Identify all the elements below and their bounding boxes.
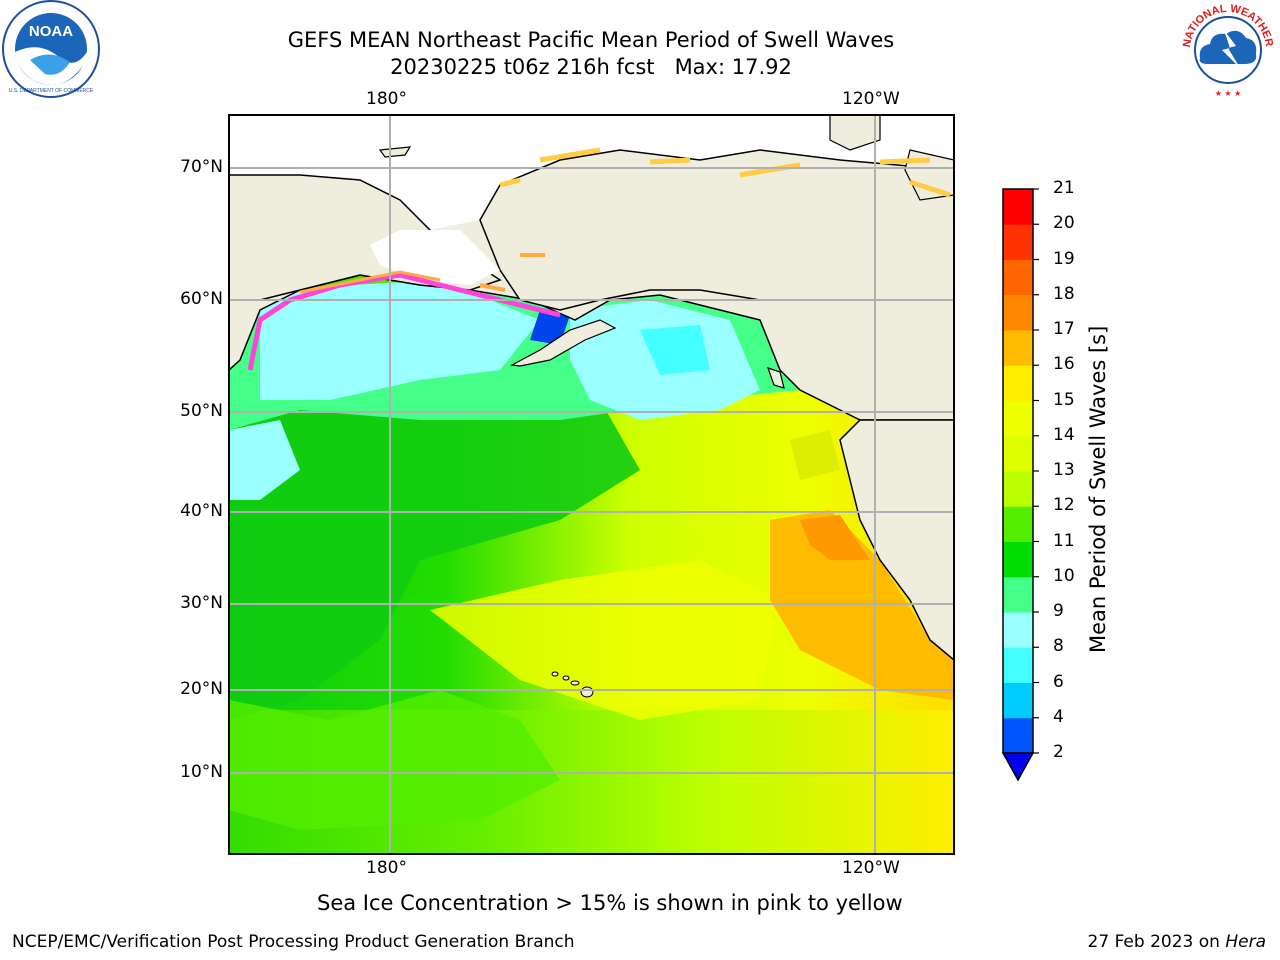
colorbar-tick-label: 20 [1053, 213, 1075, 234]
colorbar-tick-label: 14 [1053, 424, 1075, 445]
lat-label-30n: 30°N [180, 593, 223, 613]
colorbar-tick-label: 6 [1053, 671, 1064, 692]
alaska-peninsula [510, 319, 617, 367]
colorbar-extend-triangle [1001, 752, 1035, 782]
colorbar-band [1003, 189, 1033, 225]
swell-region-cyan-west [260, 280, 540, 400]
colorbar-band [1003, 365, 1033, 401]
lat-label-70n: 70°N [180, 157, 223, 177]
lat-label-10n: 10°N [180, 762, 223, 782]
colorbar-band [1003, 541, 1033, 578]
colorbar-band [1003, 682, 1033, 719]
lon-label-top-120w: 120°W [842, 89, 900, 109]
colorbar-band [1003, 647, 1033, 683]
colorbar-tick-label: 10 [1053, 565, 1075, 586]
lat-label-20n: 20°N [180, 679, 223, 699]
land-us-west [839, 419, 954, 661]
arctic-ocean [229, 115, 954, 230]
colorbar-tick-label: 2 [1053, 742, 1064, 762]
map-field [229, 115, 954, 854]
colorbar-band [1003, 576, 1033, 613]
colorbar-tick-label: 17 [1053, 319, 1075, 339]
lon-label-bottom-180: 180° [366, 858, 407, 878]
footer-date-text: 27 Feb 2023 on [1087, 932, 1226, 952]
footer-date: 27 Feb 2023 on Hera [1088, 932, 1266, 952]
chart-subtitle: 20230225 t06z 216h fcst Max: 17.92 [390, 55, 792, 79]
svg-text:★ ★ ★: ★ ★ ★ [1215, 89, 1242, 98]
colorbar-band [1003, 612, 1033, 648]
colorbar-band [1003, 471, 1033, 507]
colorbar-tick-label: 21 [1053, 178, 1075, 198]
colorbar-tick-label: 18 [1053, 283, 1075, 304]
colorbar-tick-label: 19 [1053, 248, 1075, 269]
lon-label-top-180: 180° [366, 89, 407, 109]
colorbar-tick-label: 13 [1053, 460, 1075, 480]
colorbar-band [1003, 435, 1033, 472]
footer-credit: NCEP/EMC/Verification Post Processing Pr… [12, 932, 575, 952]
lat-label-40n: 40°N [180, 501, 223, 521]
footer-host: Hera [1225, 932, 1266, 952]
colorbar-tick-label: 11 [1053, 530, 1075, 551]
colorbar-tick-label: 9 [1053, 601, 1064, 621]
land-alaska [479, 149, 954, 311]
colorbar-band [1003, 294, 1033, 331]
colorbar-band [1003, 330, 1033, 366]
colorbar-band [1003, 224, 1033, 260]
colorbar-band [1003, 400, 1033, 437]
swell-region-yellow [430, 560, 780, 720]
colorbar-band [1003, 506, 1033, 542]
sea-ice-caption: Sea Ice Concentration > 15% is shown in … [317, 891, 903, 915]
noaa-logo: NOAA U.S. DEPARTMENT OF COMMERCE [2, 0, 100, 98]
lat-label-50n: 50°N [180, 401, 223, 421]
colorbar-tick-label: 12 [1053, 495, 1075, 516]
colorbar-tick-label: 16 [1053, 354, 1075, 375]
lon-label-bottom-120w: 120°W [842, 858, 900, 878]
svg-text:U.S. DEPARTMENT OF COMMERCE: U.S. DEPARTMENT OF COMMERCE [9, 88, 94, 94]
colorbar-band [1003, 259, 1033, 296]
colorbar-tick-label: 8 [1053, 636, 1064, 657]
colorbar-ticks [1033, 188, 1039, 754]
colorbar [1001, 188, 1039, 782]
swell-region-green [229, 380, 640, 720]
map-grid [229, 115, 954, 854]
map-frame [228, 114, 955, 855]
nws-logo: NATIONAL WEATHER SERVICE ★ ★ ★ [1178, 2, 1275, 98]
noaa-logo-text: NOAA [29, 23, 73, 40]
colorbar-tick-label: 15 [1053, 389, 1075, 410]
chart-title: GEFS MEAN Northeast Pacific Mean Period … [287, 28, 895, 52]
colorbar-tick-label: 4 [1053, 706, 1064, 727]
colorbar-label: Mean Period of Swell Waves [s] [1086, 325, 1110, 653]
colorbar-bands [1003, 189, 1033, 754]
colorbar-band [1003, 717, 1033, 754]
sea-ice-edge [247, 272, 561, 371]
lat-label-60n: 60°N [180, 289, 223, 309]
